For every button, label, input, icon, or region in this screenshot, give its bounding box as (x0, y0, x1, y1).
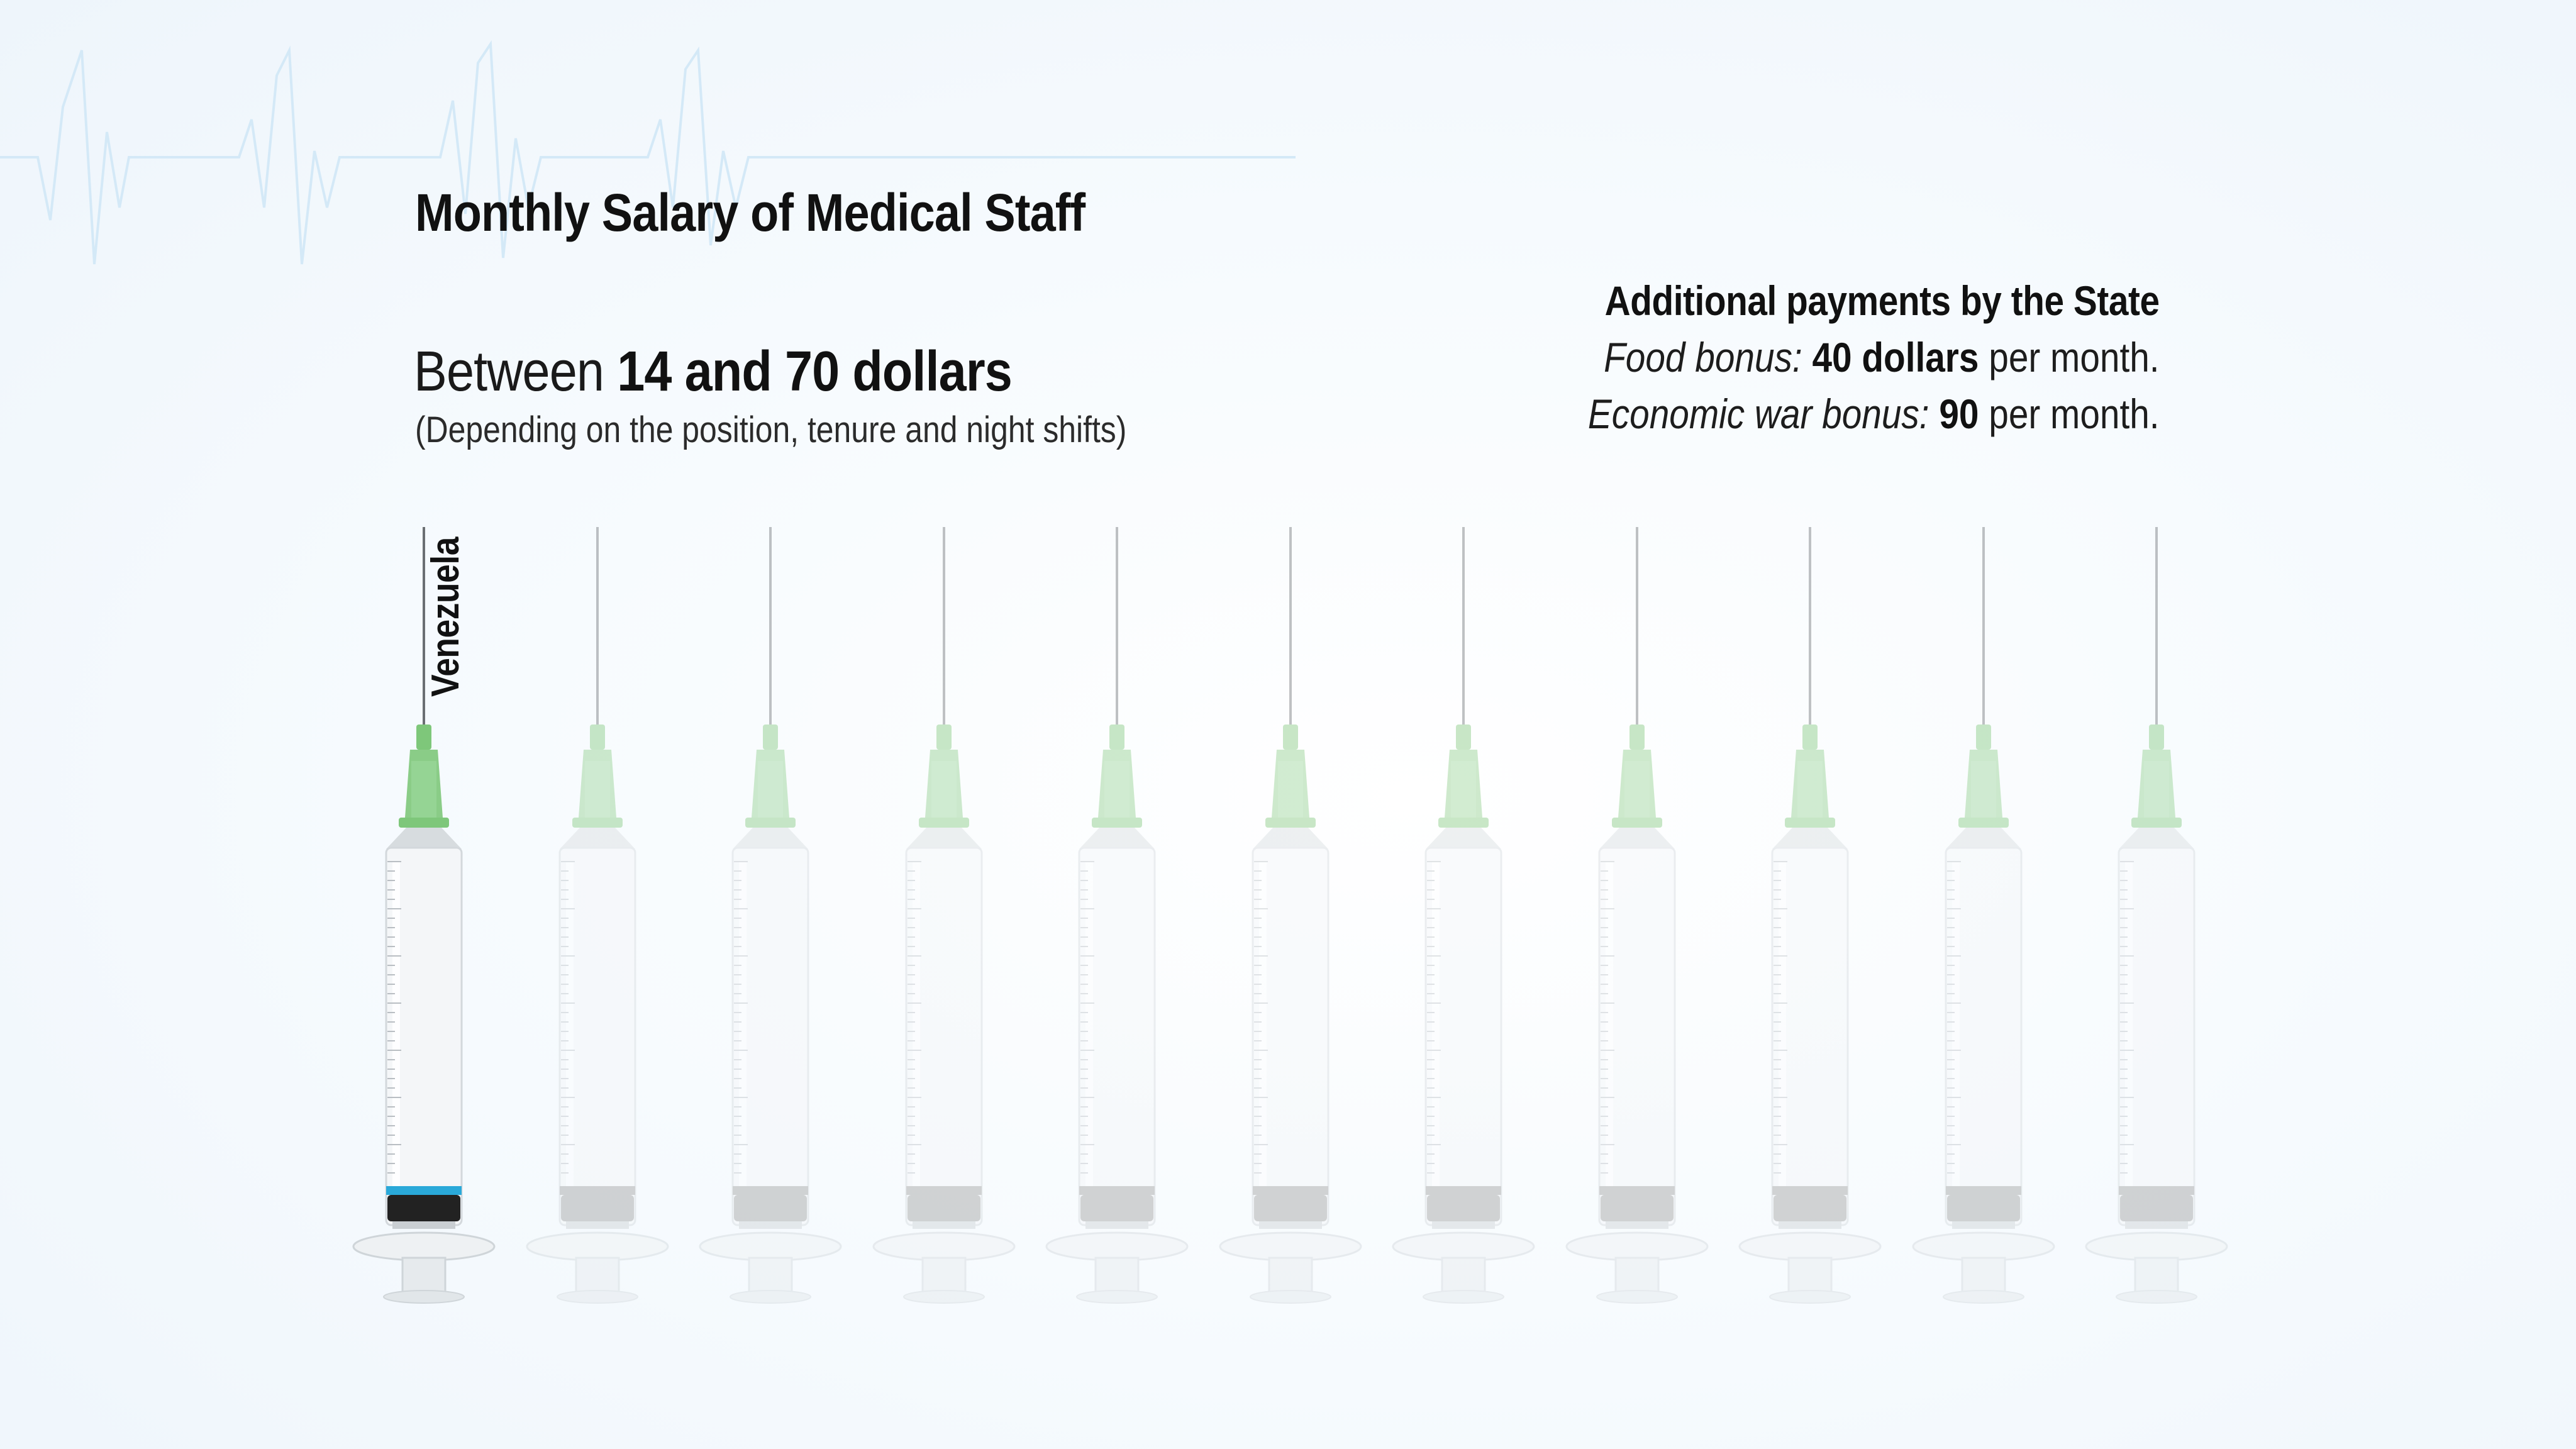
additional-payments-heading: Additional payments by the State (1605, 277, 2160, 324)
economic-war-bonus-label: Economic war bonus: (1588, 391, 1929, 437)
syringe (1738, 527, 1882, 1304)
syringe (872, 527, 1015, 1304)
salary-prefix: Between (414, 340, 604, 403)
food-bonus-label: Food bonus: (1604, 334, 1803, 380)
syringe (1912, 527, 2055, 1304)
syringe-label-venezuela: Venezuela (424, 537, 467, 697)
salary-note: (Depending on the position, tenure and n… (415, 409, 1127, 450)
syringe (526, 527, 669, 1304)
salary-range-value: 14 and 70 dollars (617, 340, 1013, 403)
syringe (699, 527, 842, 1304)
syringe (1565, 527, 1708, 1304)
syringe (1219, 527, 1362, 1304)
syringe (2085, 527, 2228, 1304)
heartbeat-line-decoration (0, 40, 1296, 265)
food-bonus-amount: 40 dollars (1812, 334, 1979, 380)
syringe (1392, 527, 1535, 1304)
economic-war-bonus-amount: 90 (1939, 391, 1979, 437)
food-bonus-row: Food bonus: 40 dollars per month. (1588, 333, 2160, 381)
syringe (1045, 527, 1189, 1304)
additional-payments: Additional payments by the State Food bo… (1588, 277, 2160, 438)
food-bonus-suffix: per month. (1989, 334, 2160, 380)
page-title: Monthly Salary of Medical Staff (415, 183, 1085, 242)
syringe-highlighted (352, 527, 496, 1304)
economic-war-bonus-row: Economic war bonus: 90 per month. (1588, 390, 2160, 438)
economic-war-bonus-suffix: per month. (1989, 391, 2160, 437)
salary-range: Between 14 and 70 dollars (414, 340, 1013, 404)
